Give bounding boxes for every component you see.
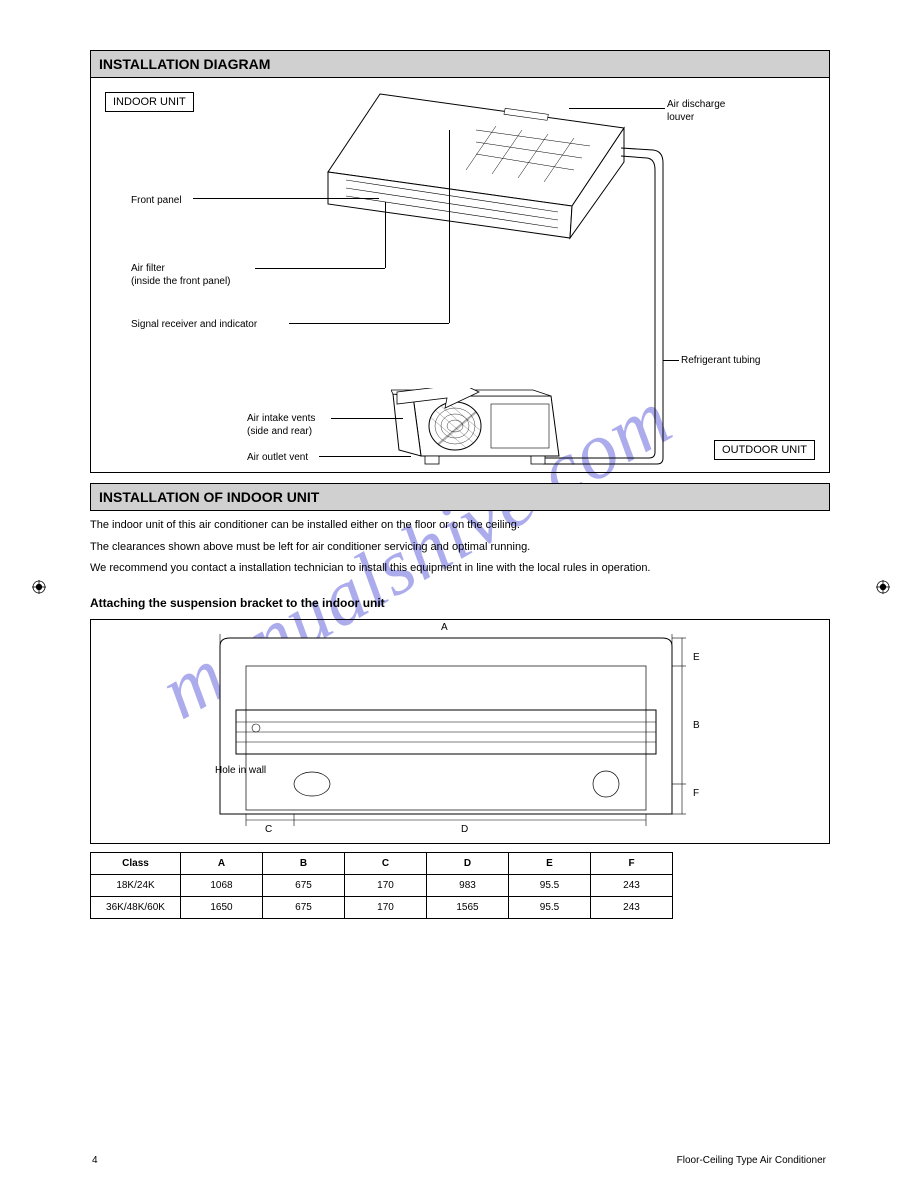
label-refrigerant: Refrigerant tubing	[681, 354, 761, 367]
th-e: E	[509, 852, 591, 874]
dim-hole-in-wall: Hole in wall	[215, 765, 266, 776]
lead-air-filter-v	[385, 202, 386, 268]
lead-signal-h	[289, 323, 449, 324]
dim-c: C	[265, 824, 272, 835]
label-front-panel: Front panel	[131, 194, 182, 207]
dim-d: D	[461, 824, 468, 835]
th-c: C	[345, 852, 427, 874]
cell: 243	[591, 874, 673, 896]
dim-a: A	[441, 622, 448, 633]
th-a: A	[181, 852, 263, 874]
th-class: Class	[91, 852, 181, 874]
para-2: The clearances shown above must be left …	[90, 539, 830, 557]
body-text-block: The indoor unit of this air conditioner …	[90, 517, 830, 613]
label-air-louver: Air discharge louver	[667, 98, 725, 124]
figure-dimensions: A B C D E F Hole in wall	[90, 619, 830, 844]
outdoor-unit-drawing	[391, 388, 571, 471]
dim-b: B	[693, 720, 700, 731]
table-row: 18K/24K 1068 675 170 983 95.5 243	[91, 874, 673, 896]
cell: 1650	[181, 896, 263, 918]
cell: 1565	[427, 896, 509, 918]
cell: 675	[263, 896, 345, 918]
cell: 95.5	[509, 874, 591, 896]
section-installation-diagram-bar: INSTALLATION DIAGRAM	[90, 50, 830, 78]
th-f: F	[591, 852, 673, 874]
label-air-intake: Air intake vents (side and rear)	[247, 412, 315, 438]
lead-signal-v	[449, 130, 450, 323]
cell: 18K/24K	[91, 874, 181, 896]
lead-air-outlet	[319, 456, 411, 457]
crop-mark-right	[876, 580, 890, 594]
cell: 243	[591, 896, 673, 918]
cell: 983	[427, 874, 509, 896]
cell: 1068	[181, 874, 263, 896]
document-page: INSTALLATION DIAGRAM INDOOR UNIT OUTDOOR…	[90, 40, 830, 919]
cell: 36K/48K/60K	[91, 896, 181, 918]
table-row: 36K/48K/60K 1650 675 170 1565 95.5 243	[91, 896, 673, 918]
lead-front-panel	[193, 198, 379, 199]
front-view-drawing	[206, 634, 686, 837]
dim-f: F	[693, 788, 699, 799]
figure-installation-diagram: INDOOR UNIT OUTDOOR UNIT	[90, 78, 830, 473]
lead-air-intake	[331, 418, 403, 419]
table-row: Class A B C D E F	[91, 852, 673, 874]
lead-refrigerant	[663, 360, 679, 361]
cell: 170	[345, 896, 427, 918]
page-number: 4	[92, 1155, 98, 1166]
label-air-outlet: Air outlet vent	[247, 451, 308, 464]
subhead-suspension: Attaching the suspension bracket to the …	[90, 594, 830, 613]
cell: 170	[345, 874, 427, 896]
th-d: D	[427, 852, 509, 874]
th-b: B	[263, 852, 345, 874]
cell: 95.5	[509, 896, 591, 918]
lead-air-louver	[569, 108, 665, 109]
lead-air-filter-h	[255, 268, 385, 269]
cell: 675	[263, 874, 345, 896]
dimension-table: Class A B C D E F 18K/24K 1068 675 170 9…	[90, 852, 673, 919]
section-installation-indoor-bar: INSTALLATION OF INDOOR UNIT	[90, 483, 830, 511]
para-3: We recommend you contact a installation …	[90, 560, 830, 578]
label-signal-receiver: Signal receiver and indicator	[131, 318, 257, 331]
label-air-filter: Air filter (inside the front panel)	[131, 262, 231, 288]
page-title-footer: Floor-Ceiling Type Air Conditioner	[677, 1155, 826, 1166]
para-1: The indoor unit of this air conditioner …	[90, 517, 830, 535]
dim-e: E	[693, 652, 700, 663]
crop-mark-left	[32, 580, 46, 594]
